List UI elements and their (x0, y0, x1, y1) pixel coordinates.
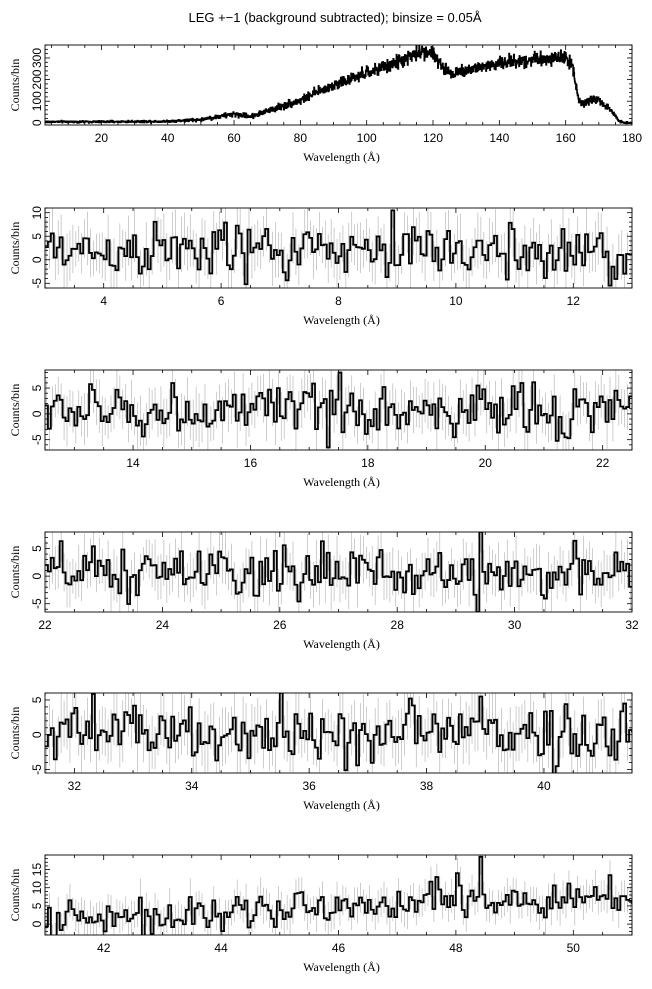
panel-1-ylabel: Counts/bin (8, 59, 22, 112)
panel-5-ytick-label: 5 (30, 696, 44, 703)
panel-2-ytick-label: -5 (30, 278, 44, 289)
panel-2-ytick-label: 10 (30, 206, 44, 220)
panel-3-xtick-label: 14 (126, 456, 140, 470)
panel-5-xtick-label: 32 (68, 779, 82, 793)
panel-5-ytick-label: 0 (30, 731, 44, 738)
panel-6: 42 44 46 48 50 0 5 10 15 Wavelength (Å) Counts/bin (8, 854, 633, 974)
panel-1-xtick-label: 100 (357, 131, 377, 145)
panel-4-xtick-label: 32 (625, 618, 639, 632)
panel-6-ytick-label: 0 (30, 920, 44, 927)
panel-3-error-bars (46, 370, 631, 450)
panel-2-ytick-label: 5 (30, 233, 44, 240)
panel-3-ytick-label: 5 (30, 384, 44, 391)
panel-6-error-bars (46, 855, 631, 935)
panel-4: 22 24 26 28 30 32 -5 0 5 Wavelength (Å) Counts/bin (8, 531, 639, 651)
panel-4-data (45, 532, 632, 612)
panel-5-xlabel: Wavelength (Å) (303, 798, 380, 812)
panel-2-xtick-label: 8 (335, 294, 342, 308)
panel-1-xtick-label: 160 (556, 131, 576, 145)
panel-3-xtick-label: 20 (479, 456, 493, 470)
panel-4-xtick-label: 22 (38, 618, 52, 632)
panel-1-xlabel: Wavelength (Å) (303, 150, 380, 164)
panel-5-xtick-label: 36 (302, 779, 316, 793)
panel-3-xtick-label: 16 (244, 456, 258, 470)
panel-1-xtick-label: 40 (161, 131, 175, 145)
panel-3-ylabel: Counts/bin (8, 384, 22, 437)
panel-2-xtick-label: 4 (100, 294, 107, 308)
panel-4-xtick-label: 24 (156, 618, 170, 632)
panel-6-xtick-label: 44 (214, 941, 228, 955)
panel-5: 32 34 36 38 40 -5 0 5 Wavelength (Å) Counts/bin (8, 692, 633, 812)
panel-1-xtick-label: 140 (489, 131, 509, 145)
panel-4-xlabel: Wavelength (Å) (303, 637, 380, 651)
panel-1-xtick-label: 120 (423, 131, 443, 145)
panel-5-series-line (45, 693, 632, 773)
panel-6-ytick-label: 5 (30, 902, 44, 909)
panel-3-xtick-label: 22 (596, 456, 610, 470)
panel-6-data (45, 855, 632, 935)
panel-1-data (45, 45, 632, 125)
panel-4-ytick-label: 0 (30, 572, 44, 579)
panel-6-xlabel: Wavelength (Å) (303, 960, 380, 974)
panel-1-xtick-label: 20 (95, 131, 109, 145)
panel-6-ytick-label: 15 (30, 863, 44, 877)
panel-1-ytick-label: 0 (30, 119, 44, 126)
panel-2-xlabel: Wavelength (Å) (303, 313, 380, 327)
panel-4-xtick-label: 26 (273, 618, 287, 632)
panel-3: 14 16 18 20 22 -5 0 5 Wavelength (Å) Counts/bin (8, 369, 633, 489)
panel-1-xtick-label: 80 (294, 131, 308, 145)
panel-2-ytick-label: 0 (30, 256, 44, 263)
panel-3-xtick-label: 18 (361, 456, 375, 470)
panel-6-series-line (45, 855, 632, 935)
panel-1-frame (44, 44, 633, 126)
panel-2-xtick-label: 6 (218, 294, 225, 308)
figure-title: LEG +−1 (background subtracted); binsize… (188, 10, 481, 25)
panel-5-xtick-label: 38 (420, 779, 434, 793)
panel-3-data (45, 370, 632, 450)
panel-4-ytick-label: -5 (30, 598, 44, 609)
panel-3-series-line (45, 371, 632, 449)
panel-6-xtick-label: 42 (97, 941, 111, 955)
panel-1-ytick-label: 300 (30, 48, 44, 68)
panel-6-ylabel: Counts/bin (8, 869, 22, 922)
panel-5-ylabel: Counts/bin (8, 707, 22, 760)
panel-6-frame (44, 854, 633, 936)
panel-4-xtick-label: 30 (508, 618, 522, 632)
panel-2: 4 6 8 10 12 -5 0 5 10 Wavelength (Å) Counts/bin (8, 206, 633, 327)
panel-2-series-line (45, 209, 632, 287)
panel-6-xtick-label: 46 (332, 941, 346, 955)
panel-3-ytick-label: -5 (30, 434, 44, 445)
panel-4-ytick-label: 5 (30, 545, 44, 552)
panel-2-xtick-label: 12 (567, 294, 581, 308)
panel-1-ytick-label: 200 (30, 69, 44, 89)
panel-1-xtick-label: 180 (622, 131, 642, 145)
panel-2-data (45, 208, 632, 288)
panel-3-ytick-label: 0 (30, 410, 44, 417)
panel-4-xtick-label: 28 (391, 618, 405, 632)
panel-6-ytick-label: 10 (30, 881, 44, 895)
panel-1-series-line (45, 45, 632, 125)
panel-5-xtick-label: 40 (537, 779, 551, 793)
panel-5-ytick-label: -5 (30, 764, 44, 775)
panel-4-ylabel: Counts/bin (8, 546, 22, 599)
panel-4-series-line (45, 532, 632, 612)
panel-1-ytick-label: 100 (30, 91, 44, 111)
panel-2-xtick-label: 10 (449, 294, 463, 308)
panel-6-xtick-label: 48 (449, 941, 463, 955)
panel-3-xlabel: Wavelength (Å) (303, 475, 380, 489)
panel-1-xtick-label: 60 (227, 131, 241, 145)
panel-5-xtick-label: 34 (185, 779, 199, 793)
panel-2-ylabel: Counts/bin (8, 222, 22, 275)
panel-6-xtick-label: 50 (567, 941, 581, 955)
